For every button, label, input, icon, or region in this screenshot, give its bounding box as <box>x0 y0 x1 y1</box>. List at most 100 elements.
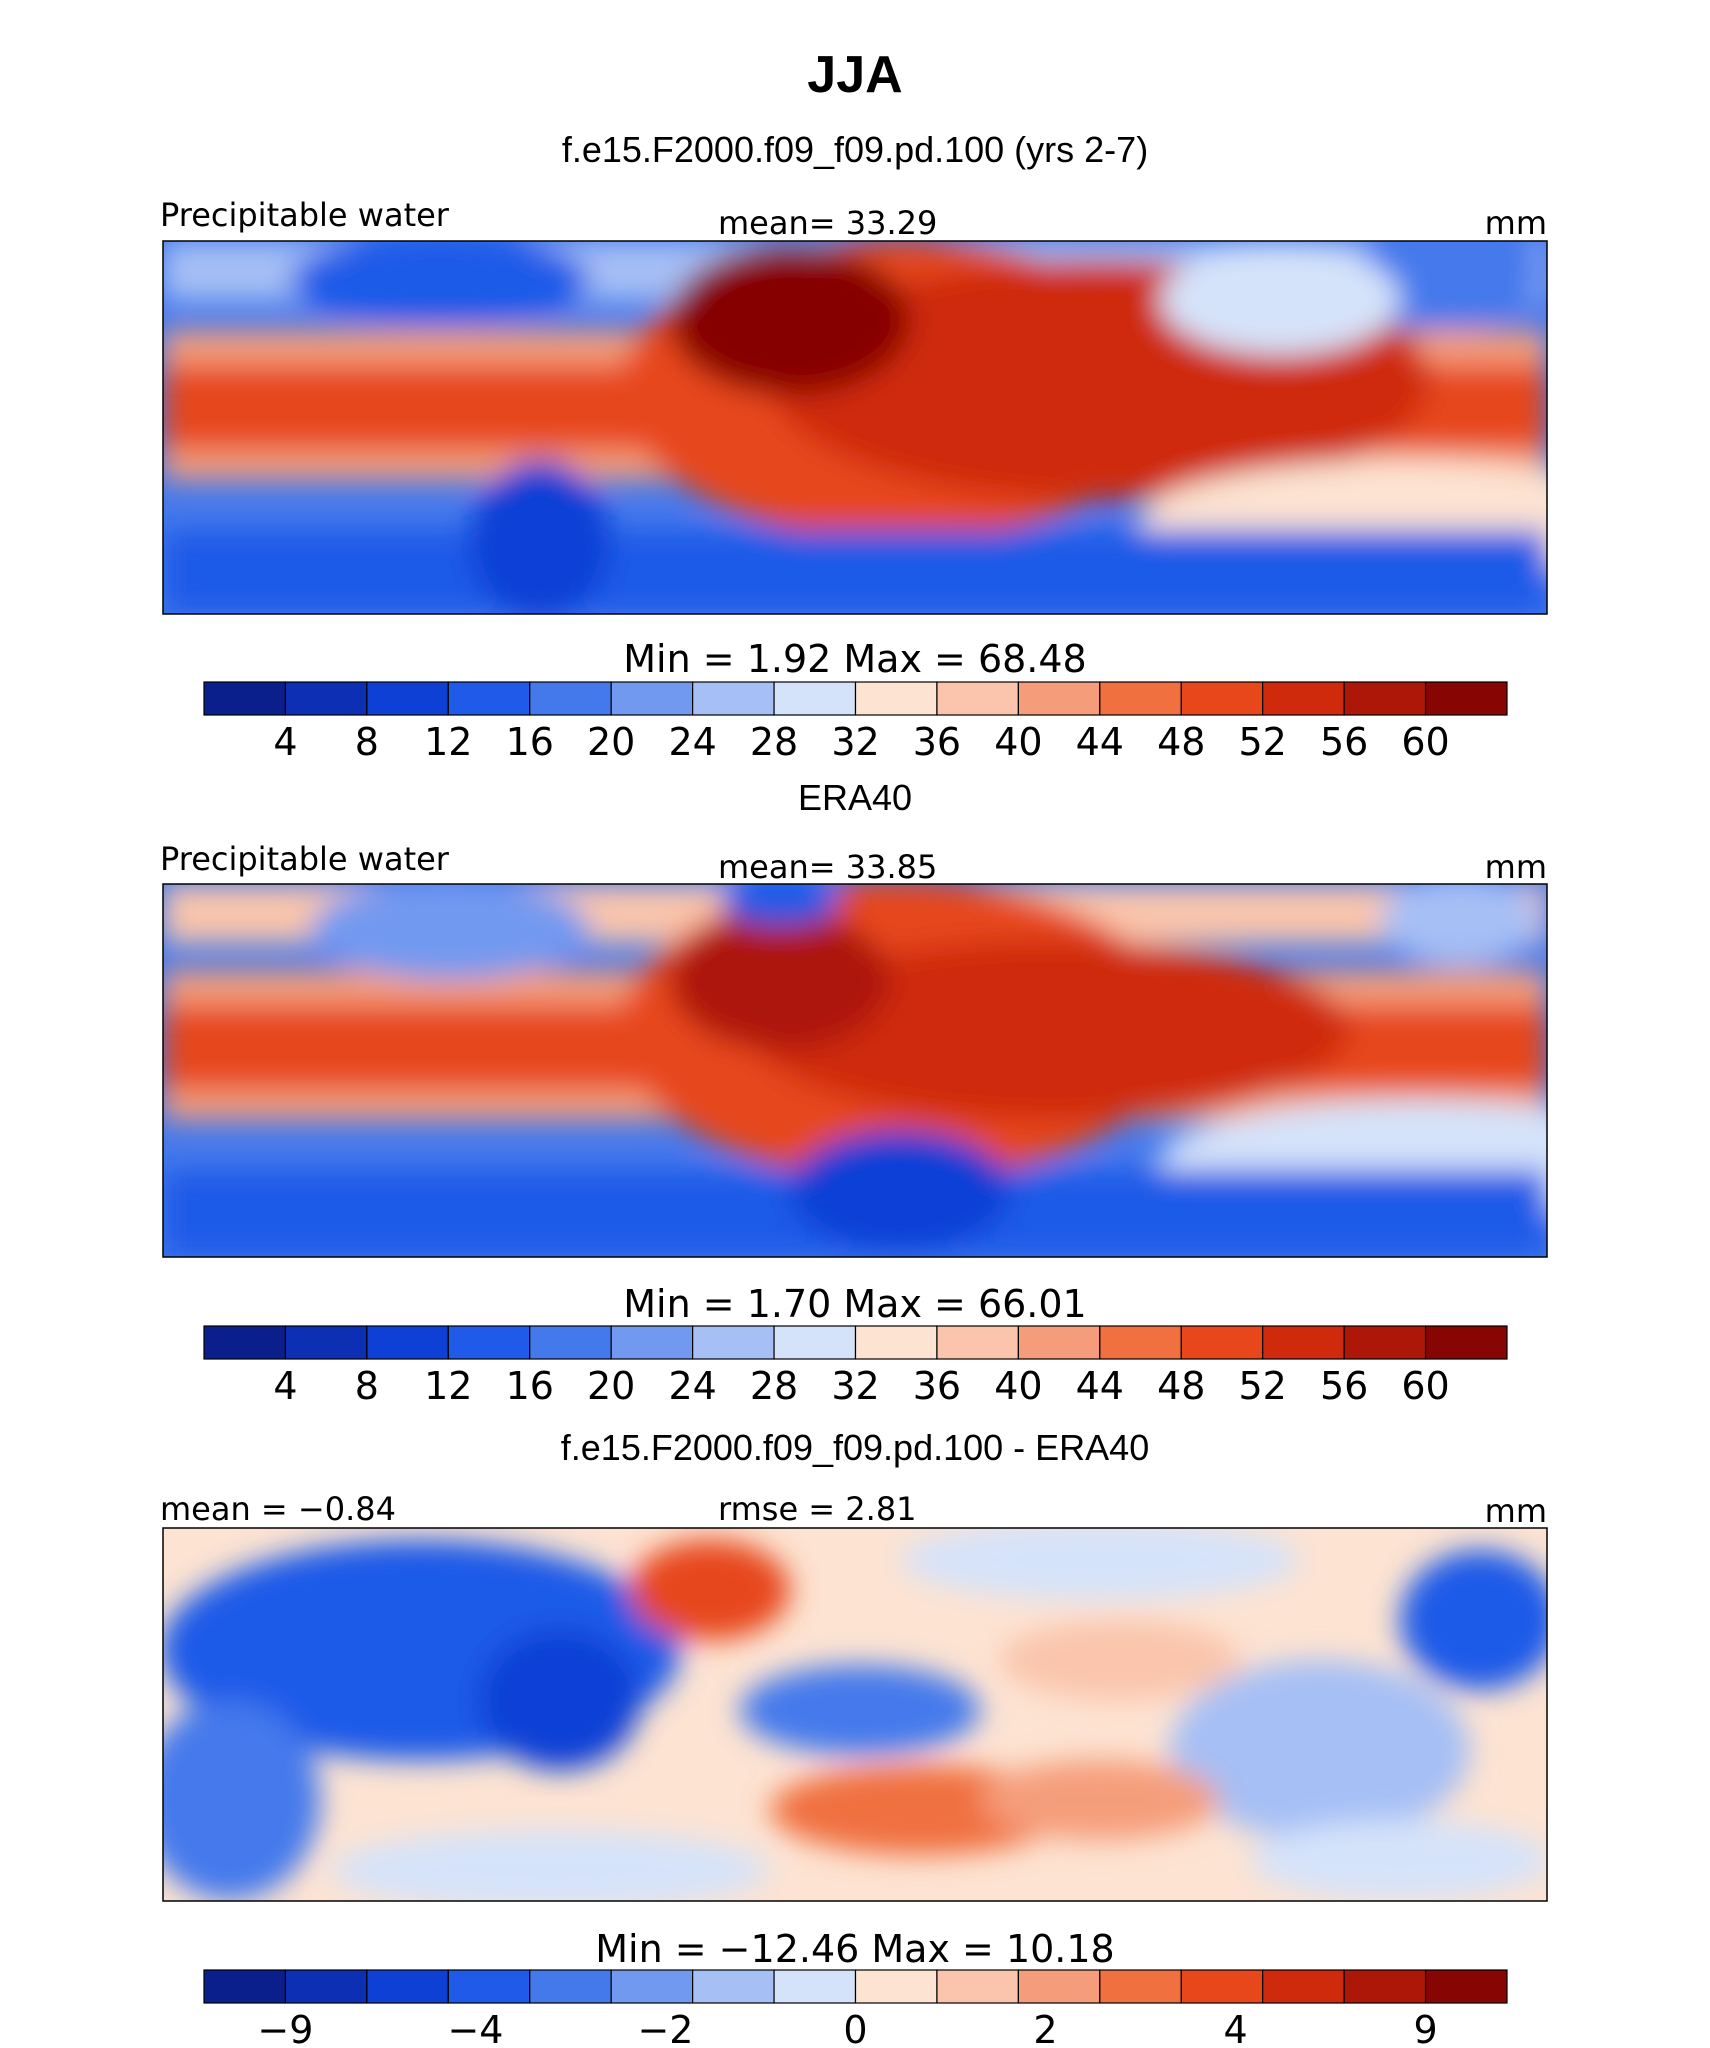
colorbar-swatch <box>366 1325 449 1360</box>
colorbar-tick-label: 48 <box>1157 1364 1205 1408</box>
colorbar-swatch <box>1099 1969 1182 2004</box>
panel-subtitle: f.e15.F2000.f09_f09.pd.100 - ERA40 <box>561 1427 1149 1468</box>
colorbar-tick-label: 32 <box>831 1364 879 1408</box>
mean-label: mean= 33.85 <box>718 848 937 886</box>
colorbar-tick-label: 28 <box>750 1364 798 1408</box>
colorbar-swatch <box>692 1969 775 2004</box>
colorbar-swatch <box>1017 1325 1101 1360</box>
colorbar-tick-label: 56 <box>1320 1364 1368 1408</box>
colorbar-swatch <box>284 681 368 716</box>
colorbar-tick-label: 2 <box>1033 2008 1057 2048</box>
colorbar: −9 −4 −2 0 2 4 9 <box>203 1969 1508 2048</box>
colorbar-tick-label: 48 <box>1157 720 1205 764</box>
colorbar-swatch <box>203 681 287 716</box>
colorbar-tick-label: 4 <box>1223 2008 1247 2048</box>
colorbar-swatch <box>366 1969 449 2004</box>
colorbar-tick-label: 32 <box>831 720 879 764</box>
colorbar-tick-label: 8 <box>355 720 379 764</box>
colorbar-swatch <box>1424 1325 1508 1360</box>
colorbar-swatch <box>447 681 531 716</box>
colorbar-swatch <box>610 1325 694 1360</box>
units-label: mm <box>1485 204 1547 242</box>
colorbar-swatch <box>854 1325 938 1360</box>
colorbar-swatch <box>1180 681 1264 716</box>
colorbar-tick-label: 20 <box>587 720 635 764</box>
colorbar-swatch <box>773 1325 857 1360</box>
colorbar-swatch <box>203 1325 287 1360</box>
colorbar-tick-label: 56 <box>1320 720 1368 764</box>
colorbar-swatch <box>1262 1969 1345 2004</box>
colorbar-tick-label: 12 <box>424 720 472 764</box>
colorbar-tick-label: 52 <box>1239 720 1287 764</box>
colorbar-tick-label: 60 <box>1401 720 1449 764</box>
colorbar-swatch <box>1343 681 1427 716</box>
colorbar-tick-label: 24 <box>668 720 716 764</box>
colorbar-tick-label: 9 <box>1413 2008 1437 2048</box>
colorbar-swatch <box>1180 1969 1264 2004</box>
colorbar-swatch <box>1180 1325 1264 1360</box>
colorbar-swatch <box>1343 1969 1427 2004</box>
colorbar-tick-label: −4 <box>447 2008 503 2048</box>
colorbar-swatch <box>447 1325 531 1360</box>
map-frame <box>162 883 1548 1258</box>
units-label: mm <box>1485 848 1547 886</box>
colorbar-tick-label: 44 <box>1076 720 1124 764</box>
units-label: mm <box>1485 1492 1547 1530</box>
colorbar-swatch <box>936 1325 1019 1360</box>
colorbar-tick-label: 4 <box>273 1364 297 1408</box>
colorbar-swatch <box>692 681 775 716</box>
colorbar-tick-label: 44 <box>1076 1364 1124 1408</box>
colorbar-tick-label: 60 <box>1401 1364 1449 1408</box>
colorbar: 4 8 12 16 20 24 28 32 36 40 44 48 52 56 60 <box>203 1325 1508 1408</box>
colorbar-swatch <box>692 1325 775 1360</box>
colorbar-swatch <box>1099 1325 1182 1360</box>
colorbar-tick-label: 0 <box>843 2008 867 2048</box>
minmax-label: Min = −12.46 Max = 10.18 <box>595 1927 1114 1971</box>
colorbar-swatch <box>447 1969 531 2004</box>
colorbar-swatch <box>529 681 612 716</box>
map-field <box>163 241 1547 614</box>
rmse-label: rmse = 2.81 <box>718 1490 917 1528</box>
colorbar-tick-label: 36 <box>913 720 961 764</box>
map-field <box>163 884 1547 1257</box>
colorbar-swatch <box>773 1969 857 2004</box>
colorbar-swatch <box>1343 1325 1427 1360</box>
minmax-label: Min = 1.92 Max = 68.48 <box>623 637 1086 681</box>
panel-subtitle: f.e15.F2000.f09_f09.pd.100 (yrs 2-7) <box>562 129 1148 170</box>
panel-model: f.e15.F2000.f09_f09.pd.100 (yrs 2-7) Pre… <box>160 129 1548 764</box>
colorbar-swatch <box>1262 1325 1345 1360</box>
colorbar-tick-label: 24 <box>668 1364 716 1408</box>
panel-difference: f.e15.F2000.f09_f09.pd.100 - ERA40 mean … <box>160 1427 1548 2048</box>
panel-subtitle: ERA40 <box>798 777 912 818</box>
colorbar-tick-label: 40 <box>994 720 1042 764</box>
panel-reanalysis: ERA40 Precipitable water mean= 33.85 mm <box>160 777 1548 1408</box>
colorbar-tick-label: 16 <box>506 1364 554 1408</box>
field-label: Precipitable water <box>160 196 450 234</box>
colorbar-swatch <box>936 681 1019 716</box>
colorbar-swatch <box>203 1969 287 2004</box>
figure-title: JJA <box>807 46 902 104</box>
colorbar-tick-label: 28 <box>750 720 798 764</box>
colorbar-swatch <box>529 1325 612 1360</box>
colorbar-tick-label: 4 <box>273 720 297 764</box>
map-field <box>163 1528 1547 1901</box>
colorbar-swatch <box>1262 681 1345 716</box>
mean-label: mean= 33.29 <box>718 204 937 242</box>
colorbar-swatch <box>1017 681 1101 716</box>
mean-label: mean = −0.84 <box>160 1490 396 1528</box>
colorbar-swatch <box>1424 681 1508 716</box>
colorbar-tick-label: 16 <box>506 720 554 764</box>
colorbar-swatch <box>854 681 938 716</box>
colorbar-swatch <box>936 1969 1019 2004</box>
colorbar-swatch <box>366 681 449 716</box>
colorbar-tick-label: 36 <box>913 1364 961 1408</box>
colorbar-swatch <box>1017 1969 1101 2004</box>
map-frame <box>162 1527 1548 1902</box>
colorbar-swatch <box>773 681 857 716</box>
minmax-label: Min = 1.70 Max = 66.01 <box>623 1282 1086 1326</box>
colorbar-tick-label: 52 <box>1239 1364 1287 1408</box>
colorbar-swatch <box>610 1969 694 2004</box>
colorbar-swatch <box>1099 681 1182 716</box>
colorbar-swatch <box>1424 1969 1508 2004</box>
